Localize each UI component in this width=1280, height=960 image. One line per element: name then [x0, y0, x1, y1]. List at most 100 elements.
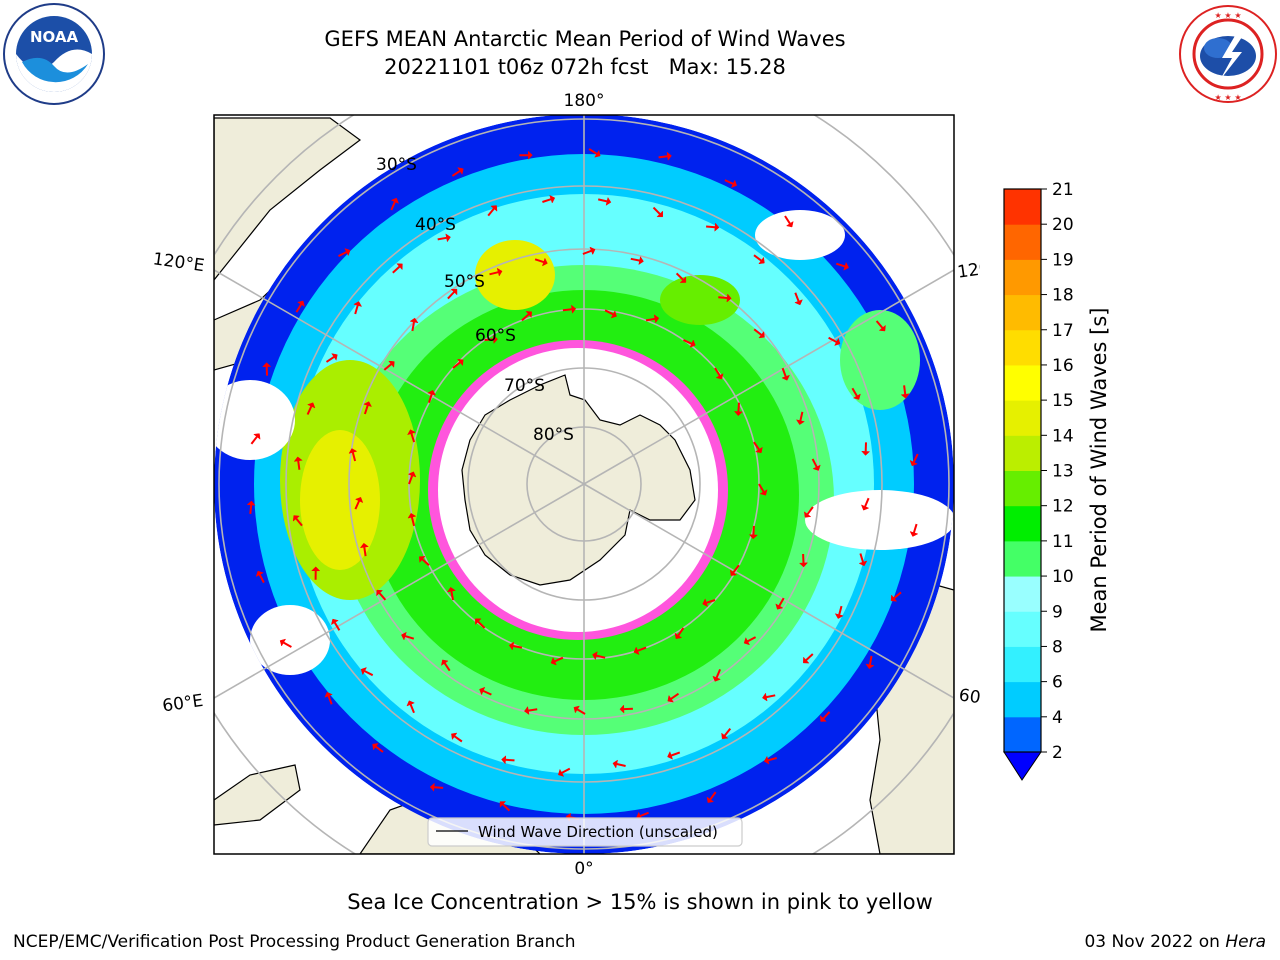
arrow-head-icon — [860, 504, 870, 511]
colorbar-tick-label: 16 — [1052, 356, 1074, 376]
wave-direction-arrow — [714, 367, 721, 377]
arrow-head-icon — [748, 534, 759, 540]
wave-direction-arrow — [408, 475, 414, 485]
colorbar-band — [1004, 224, 1041, 260]
wave-direction-arrow — [875, 320, 884, 329]
arrow-head-icon — [909, 459, 918, 467]
colorbar-band — [1004, 470, 1041, 507]
map-legend: Wind Wave Direction (unscaled) — [427, 817, 743, 847]
arrow-head-icon — [612, 759, 618, 769]
arrow-head-icon — [755, 446, 763, 454]
lat-label-60s: 60°S — [475, 326, 516, 346]
arrow-head-icon — [721, 732, 729, 740]
wave-direction-arrow — [528, 708, 538, 712]
wave-direction-arrow — [737, 402, 740, 412]
lat-label-80s: 80°S — [533, 425, 574, 445]
footer-credit: NCEP/EMC/Verification Post Processing Pr… — [13, 932, 576, 952]
wave-direction-arrow — [428, 393, 433, 403]
wave-direction-arrow — [912, 453, 919, 463]
colorbar-tick-label: 20 — [1052, 215, 1074, 235]
wave-direction-arrow — [903, 385, 907, 395]
lat-label-70s: 70°S — [504, 376, 545, 396]
arrow-head-icon — [861, 451, 871, 456]
arrow-head-icon — [571, 304, 577, 314]
arrow-head-icon — [293, 456, 303, 462]
wave-direction-arrow — [562, 308, 572, 312]
arrow-head-icon — [279, 638, 287, 647]
wave-direction-arrow — [767, 757, 777, 762]
arrow-head-icon — [730, 179, 738, 188]
wave-direction-arrow — [836, 262, 846, 268]
wave-direction-arrow — [670, 692, 680, 700]
colorbar-band — [1004, 716, 1041, 753]
wave-direction-arrow — [295, 517, 303, 527]
wave-direction-arrow — [258, 574, 265, 584]
wave-direction-arrow — [375, 745, 384, 753]
colorbar-band — [1004, 576, 1041, 612]
wave-direction-arrow — [706, 225, 716, 229]
colorbar-tick-label: 12 — [1052, 497, 1074, 517]
arrow-head-icon — [589, 246, 596, 256]
arrow-head-icon — [344, 248, 351, 257]
colorbar-band — [1004, 611, 1041, 647]
wave-direction-arrow — [859, 553, 864, 563]
arrow-head-icon — [441, 659, 449, 666]
wave-direction-arrow — [753, 441, 760, 451]
wave-direction-arrow — [451, 170, 461, 177]
arrow-head-icon — [475, 618, 482, 626]
arrow-head-icon — [490, 205, 498, 212]
wave-direction-arrow — [778, 597, 785, 607]
colorbar-band — [1004, 294, 1041, 331]
arrow-head-icon — [834, 613, 844, 619]
wave-direction-arrow — [784, 215, 791, 225]
lon-label-60w: 60°W — [958, 685, 980, 711]
arrow-head-icon — [638, 256, 644, 266]
wave-direction-arrow — [409, 704, 415, 714]
arrow-head-icon — [493, 334, 498, 345]
arrow-head-icon — [359, 542, 369, 549]
arrow-head-icon — [758, 330, 765, 339]
wave-direction-arrow — [724, 179, 734, 185]
colorbar-tick-label: 8 — [1052, 637, 1063, 657]
arrow-head-icon — [499, 801, 507, 808]
arrow-head-icon — [407, 429, 416, 436]
wave-direction-arrow — [250, 436, 258, 445]
arrow-head-icon — [689, 339, 696, 348]
arrow-head-icon — [557, 768, 565, 777]
colorbar-tick-label: 4 — [1052, 708, 1063, 728]
wave-direction-arrow — [447, 291, 455, 300]
wave-direction-arrow — [521, 313, 530, 322]
arrow-head-icon — [679, 276, 687, 283]
colorbar-tick-label: 6 — [1052, 673, 1063, 693]
wave-direction-arrow — [752, 525, 755, 535]
arrow-head-icon — [592, 651, 598, 661]
wave-direction-arrow — [794, 292, 800, 302]
arrow-head-icon — [798, 562, 809, 568]
arrow-head-icon — [909, 531, 919, 537]
arrow-head-icon — [292, 515, 301, 522]
wave-direction-arrow — [378, 592, 387, 601]
wave-direction-arrow — [868, 655, 873, 665]
colorbar-band — [1004, 646, 1041, 683]
wave-direction-arrow — [828, 336, 837, 343]
arrow-head-icon — [666, 151, 672, 161]
colorbar-band — [1004, 259, 1041, 296]
wave-direction-arrow — [709, 791, 717, 800]
arrow-head-icon — [843, 261, 850, 271]
arrow-head-icon — [812, 464, 821, 471]
arrow-head-icon — [451, 732, 458, 741]
arrow-head-icon — [667, 751, 674, 760]
lat-label-30s: 30°S — [376, 155, 417, 175]
colorbar-band — [1004, 540, 1041, 577]
arrow-head-icon — [446, 586, 456, 593]
wave-direction-arrow — [838, 605, 843, 616]
arrow-head-icon — [549, 194, 556, 204]
wave-direction-arrow — [766, 694, 776, 699]
arrow-head-icon — [363, 401, 373, 408]
arrow-head-icon — [900, 393, 910, 399]
arrow-head-icon — [633, 646, 640, 656]
arrow-head-icon — [743, 637, 751, 646]
wave-direction-arrow — [616, 763, 626, 767]
wave-direction-arrow — [454, 735, 463, 743]
wave-direction-arrow — [363, 405, 369, 415]
